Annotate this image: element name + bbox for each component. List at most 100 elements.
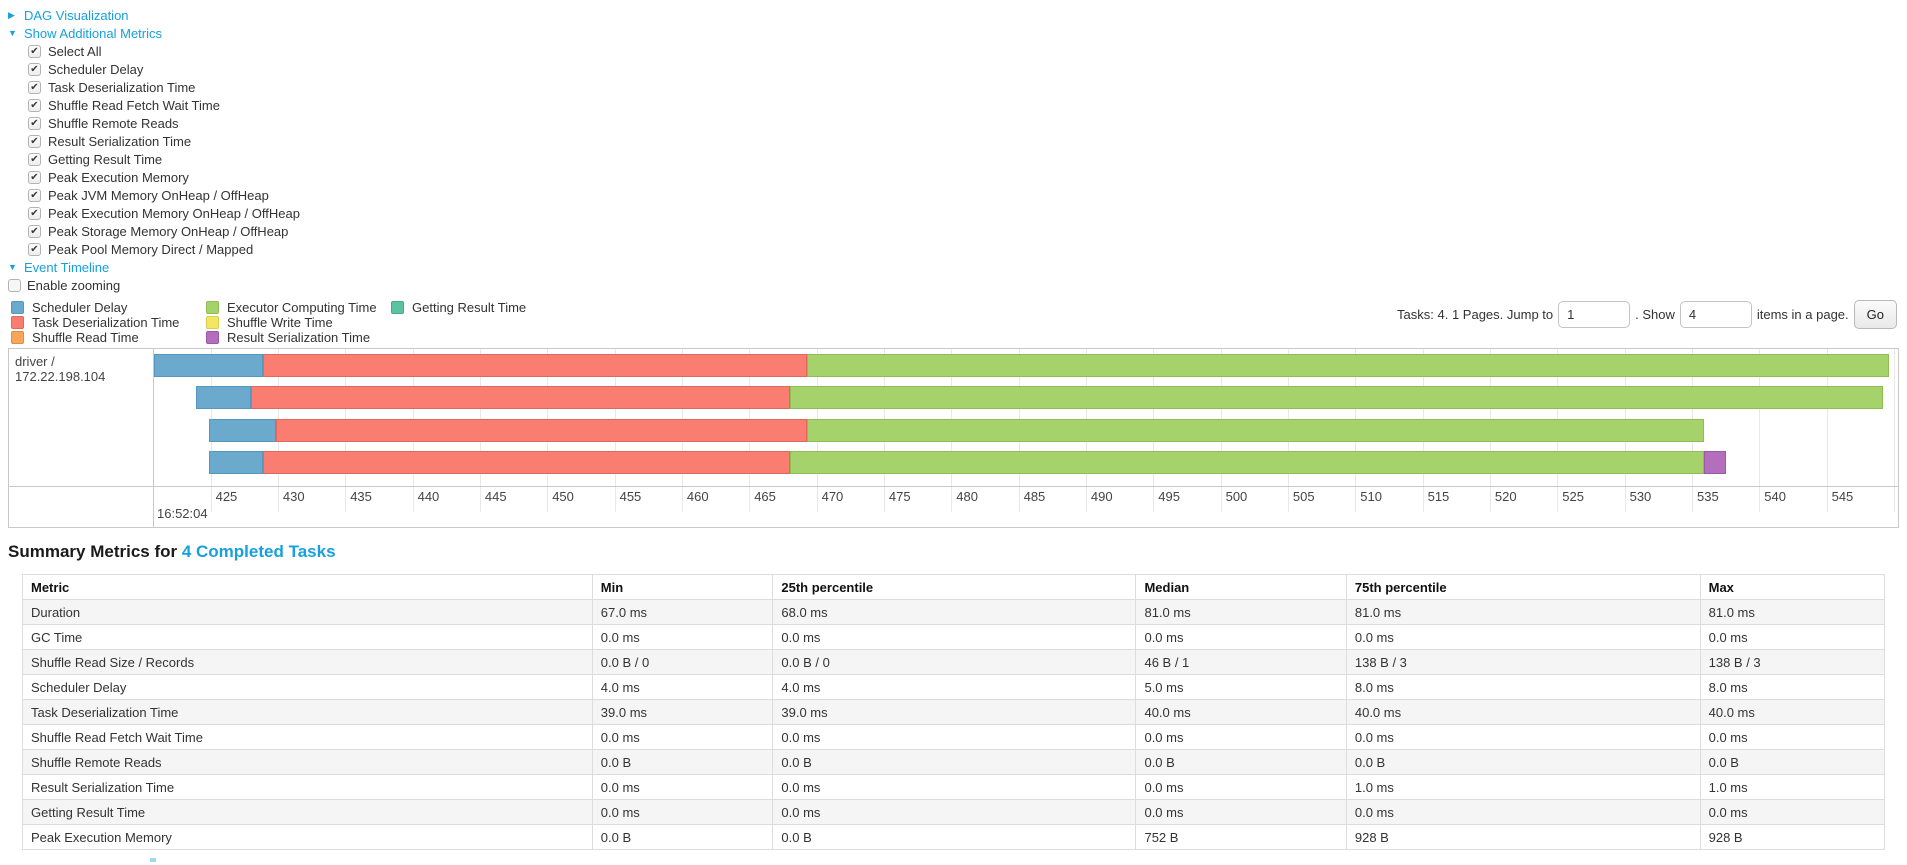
summary-metric-value: 0.0 B / 0: [772, 649, 1137, 675]
legend-swatch-icon: [206, 331, 219, 344]
task-pager: Tasks: 4. 1 Pages. Jump to . Show items …: [1397, 300, 1897, 329]
items-per-page-input[interactable]: [1679, 301, 1752, 328]
axis-tick-label: 480: [956, 489, 978, 504]
summary-heading-text: Summary Metrics for: [8, 542, 182, 561]
axis-tick-label: 540: [1764, 489, 1786, 504]
event-timeline-link[interactable]: Event Timeline: [24, 259, 110, 275]
task-bar-segment-task_deserialization[interactable]: [276, 418, 808, 442]
task-timeline-bar[interactable]: [209, 450, 1726, 474]
summary-metric-value: 0.0 ms: [772, 774, 1137, 800]
tick-gridline: [1894, 349, 1895, 512]
metric-checkbox[interactable]: ✔: [28, 134, 41, 148]
axis-tick-label: 500: [1225, 489, 1248, 504]
metric-checkbox[interactable]: ✔: [28, 170, 41, 184]
task-bar-segment-task_deserialization[interactable]: [250, 386, 790, 410]
metric-checkbox[interactable]: ✔: [28, 98, 41, 112]
axis-tick-label: 495: [1158, 489, 1180, 504]
axis-tick-label: 485: [1023, 489, 1046, 504]
summary-metric-value: 928 B: [1345, 824, 1701, 850]
caret-right-icon[interactable]: ▶: [8, 9, 15, 20]
task-timeline-bar[interactable]: [209, 418, 1704, 442]
summary-metric-value: 928 B: [1699, 824, 1886, 850]
metric-checkbox-row: ✔ Peak Storage Memory OnHeap / OffHeap: [28, 222, 1907, 240]
timeline-axis-line: [9, 486, 1898, 487]
summary-metric-value: 0.0 ms: [772, 624, 1137, 650]
axis-tick-label: 435: [350, 489, 372, 504]
metric-checkbox[interactable]: ✔: [28, 80, 41, 94]
task-bar-segment-task_deserialization[interactable]: [263, 354, 808, 377]
summary-metric-value: 0.0 ms: [1699, 624, 1886, 650]
metric-checkbox[interactable]: ✔: [28, 188, 41, 202]
summary-metric-value: 0.0 B: [1135, 749, 1347, 775]
additional-metrics-checkbox-list: ✔ Select All ✔ Scheduler Delay ✔ Task Deseria…: [8, 42, 1907, 258]
task-bar-segment-executor_computing[interactable]: [789, 386, 1884, 410]
summary-metric-value: 0.0 ms: [1345, 624, 1701, 650]
metric-checkbox[interactable]: ✔: [28, 152, 41, 166]
enable-zooming-checkbox[interactable]: [8, 278, 21, 292]
pager-mid-text: . Show: [1635, 307, 1675, 322]
summary-metric-value: 68.0 ms: [772, 599, 1137, 625]
dag-visualization-link[interactable]: DAG Visualization: [24, 7, 129, 23]
axis-tick-label: 440: [417, 489, 440, 504]
metric-checkbox[interactable]: ✔: [28, 62, 41, 76]
summary-metric-value: 0.0 ms: [591, 724, 774, 750]
summary-metric-value: 0.0 ms: [591, 799, 774, 825]
summary-metric-value: 0.0 ms: [591, 774, 774, 800]
timeline-legend-band: Scheduler Delay Task Deserialization Time…: [0, 298, 1907, 348]
summary-metric-value: 1.0 ms: [1345, 774, 1701, 800]
summary-metric-value: 0.0 ms: [1345, 799, 1701, 825]
task-bar-segment-executor_computing[interactable]: [807, 418, 1704, 442]
axis-tick-label: 455: [619, 489, 642, 504]
summary-metric-value: 0.0 ms: [772, 724, 1137, 750]
task-bar-segment-scheduler_delay[interactable]: [195, 386, 251, 410]
metric-checkbox[interactable]: ✔: [28, 224, 41, 238]
task-bar-segment-executor_computing[interactable]: [789, 450, 1704, 474]
pager-suffix-text: items in a page.: [1756, 307, 1849, 322]
metric-checkbox[interactable]: ✔: [28, 242, 41, 256]
axis-tick-label: 465: [754, 489, 776, 504]
metric-checkbox-label: Scheduler Delay: [48, 61, 144, 77]
summary-metric-name: Duration: [22, 599, 593, 625]
metric-checkbox[interactable]: ✔: [28, 116, 41, 130]
task-bar-segment-result_serialization[interactable]: [1704, 450, 1726, 474]
caret-down-icon[interactable]: ▼: [8, 262, 17, 272]
summary-metric-value: 4.0 ms: [591, 674, 774, 700]
task-bar-segment-task_deserialization[interactable]: [263, 450, 790, 474]
caret-down-icon[interactable]: ▼: [8, 28, 17, 38]
summary-metric-value: 40.0 ms: [1699, 699, 1886, 725]
summary-metric-value: 39.0 ms: [772, 699, 1137, 725]
summary-metric-value: 0.0 B / 0: [591, 649, 774, 675]
metric-checkbox[interactable]: ✔: [28, 44, 41, 58]
metric-checkbox-label: Result Serialization Time: [48, 133, 192, 149]
show-additional-metrics-link[interactable]: Show Additional Metrics: [24, 25, 163, 41]
metric-checkbox-label: Shuffle Remote Reads: [48, 115, 179, 131]
summary-metric-value: 81.0 ms: [1135, 599, 1347, 625]
metric-checkbox[interactable]: ✔: [28, 206, 41, 220]
summary-metric-value: 46 B / 1: [1135, 649, 1347, 675]
summary-column-header: Max: [1699, 574, 1886, 600]
jump-to-page-input[interactable]: [1558, 301, 1631, 328]
task-timeline-bar[interactable]: [154, 354, 1889, 377]
summary-column-header: Metric: [22, 574, 593, 600]
metric-checkbox-label: Peak Execution Memory OnHeap / OffHeap: [48, 205, 300, 221]
legend-item: Result Serialization Time: [206, 330, 377, 345]
summary-metric-value: 4.0 ms: [772, 674, 1137, 700]
summary-metric-value: 0.0 B: [1345, 749, 1701, 775]
summary-metric-value: 81.0 ms: [1699, 599, 1886, 625]
task-bar-segment-scheduler_delay[interactable]: [209, 418, 277, 442]
clipped-content-below: [150, 858, 156, 862]
summary-metric-value: 138 B / 3: [1699, 649, 1886, 675]
go-button[interactable]: Go: [1853, 300, 1897, 329]
summary-table-row: Shuffle Read Fetch Wait Time 0.0 ms 0.0 ms…: [22, 724, 1886, 750]
legend-item: Shuffle Write Time: [206, 315, 377, 330]
completed-tasks-link[interactable]: 4 Completed Tasks: [181, 542, 336, 561]
legend-label: Executor Computing Time: [227, 300, 377, 315]
summary-metrics-heading: Summary Metrics for 4 Completed Tasks: [8, 542, 1907, 562]
summary-metric-value: 67.0 ms: [591, 599, 774, 625]
metric-checkbox-row: ✔ Select All: [28, 42, 1907, 60]
summary-metric-value: 0.0 B: [591, 749, 774, 775]
task-bar-segment-scheduler_delay[interactable]: [154, 354, 264, 377]
task-timeline-bar[interactable]: [195, 386, 1884, 410]
task-bar-segment-executor_computing[interactable]: [807, 354, 1889, 377]
task-bar-segment-scheduler_delay[interactable]: [209, 450, 264, 474]
